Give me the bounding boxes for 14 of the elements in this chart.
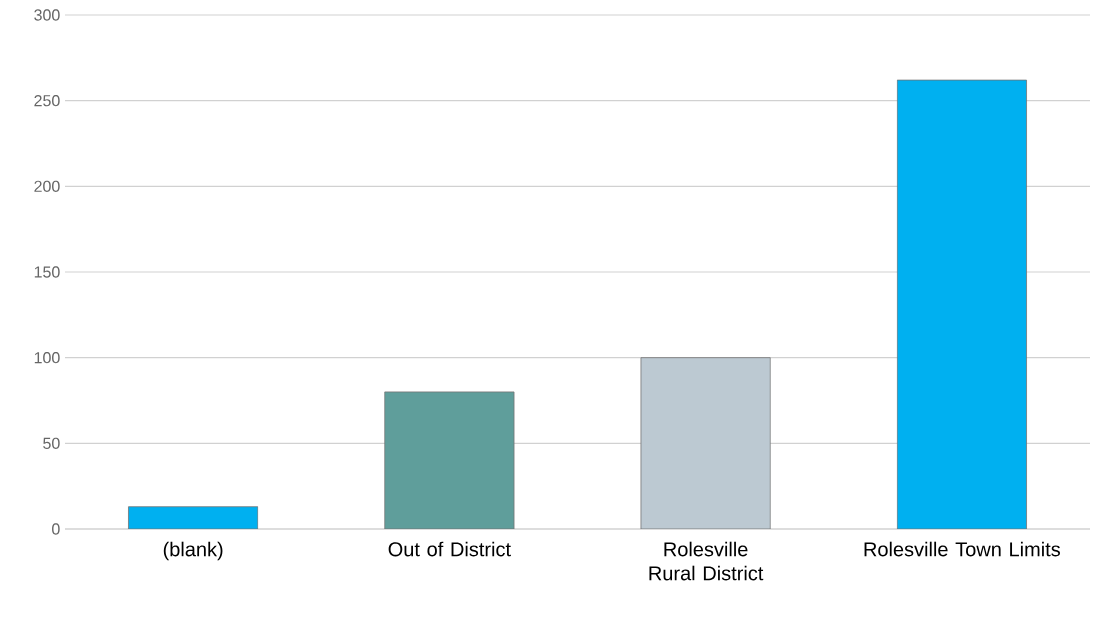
y-tick-label: 250 <box>34 95 60 107</box>
y-tick-label: 150 <box>34 266 60 278</box>
bar <box>128 506 259 529</box>
y-tick-label: 0 <box>52 523 60 535</box>
x-tick-label: Out of District <box>388 541 511 557</box>
y-tick-label: 50 <box>43 437 60 449</box>
x-tick-label: Rolesville Town Limits <box>864 541 1060 557</box>
bar <box>384 391 515 529</box>
y-tick-label: 300 <box>34 9 60 21</box>
y-tick-label: 100 <box>34 352 60 364</box>
x-tick-label: Rolesville Rural District <box>649 541 764 581</box>
x-tick-label: (blank) <box>163 541 223 561</box>
bar <box>896 79 1027 529</box>
y-tick-label: 200 <box>34 180 60 192</box>
